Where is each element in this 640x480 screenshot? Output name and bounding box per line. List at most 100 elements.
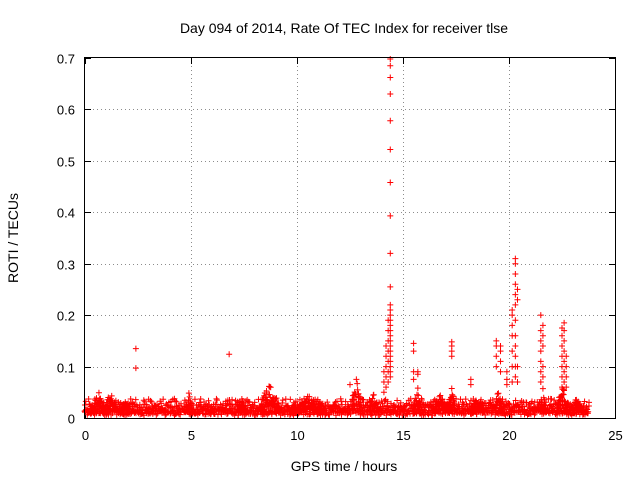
data-point bbox=[512, 301, 519, 308]
data-point bbox=[509, 379, 516, 385]
data-point bbox=[385, 337, 392, 344]
x-tick-label: 25 bbox=[608, 428, 622, 443]
data-point bbox=[528, 398, 535, 405]
data-point bbox=[263, 388, 270, 395]
grid-lines bbox=[85, 58, 615, 418]
data-point bbox=[380, 379, 387, 385]
data-point bbox=[287, 396, 294, 403]
data-point bbox=[448, 404, 455, 411]
data-point bbox=[347, 381, 353, 388]
plot-frame bbox=[84, 57, 616, 419]
data-point bbox=[242, 398, 249, 405]
data-point bbox=[160, 396, 167, 403]
data-point bbox=[413, 391, 420, 398]
data-point bbox=[360, 396, 367, 403]
data-point bbox=[497, 348, 504, 355]
data-point bbox=[383, 343, 390, 349]
data-point bbox=[372, 400, 379, 407]
data-point bbox=[497, 343, 504, 349]
data-point bbox=[237, 409, 244, 416]
y-axis-ticks: 0 0.1 0.2 0.3 0.4 0.5 0.6 0.7 bbox=[57, 52, 615, 427]
data-point bbox=[367, 408, 374, 415]
data-point bbox=[387, 332, 394, 339]
data-point bbox=[512, 281, 519, 288]
data-point bbox=[238, 396, 245, 403]
data-point bbox=[387, 283, 394, 290]
data-point bbox=[126, 410, 133, 417]
data-point bbox=[539, 373, 546, 380]
data-point bbox=[557, 405, 564, 412]
data-point bbox=[411, 402, 418, 409]
data-point bbox=[143, 401, 150, 408]
data-point bbox=[512, 332, 519, 339]
data-point bbox=[563, 363, 570, 370]
data-point bbox=[383, 363, 390, 370]
data-point bbox=[451, 400, 458, 407]
data-point bbox=[369, 395, 376, 402]
data-point bbox=[467, 381, 474, 388]
data-point bbox=[415, 392, 422, 399]
x-tick-label: 15 bbox=[396, 428, 410, 443]
data-point bbox=[387, 307, 394, 313]
data-point bbox=[514, 379, 521, 385]
data-point bbox=[387, 301, 394, 308]
data-point bbox=[356, 394, 363, 401]
data-point bbox=[512, 343, 519, 349]
data-point bbox=[353, 376, 360, 383]
data-point bbox=[561, 358, 568, 365]
data-point bbox=[338, 411, 345, 418]
data-point bbox=[385, 327, 392, 334]
data-point bbox=[387, 56, 394, 63]
data-point bbox=[561, 379, 568, 385]
data-point bbox=[489, 397, 496, 404]
data-point bbox=[147, 397, 154, 404]
data-point bbox=[512, 271, 519, 277]
data-point bbox=[580, 411, 587, 418]
data-point bbox=[374, 407, 381, 414]
y-tick-label: 0.2 bbox=[57, 309, 75, 324]
data-point bbox=[539, 322, 546, 329]
data-point bbox=[342, 398, 349, 405]
data-point bbox=[537, 337, 544, 344]
data-point bbox=[349, 402, 356, 409]
data-point bbox=[448, 353, 455, 360]
data-point bbox=[273, 395, 280, 402]
data-point bbox=[460, 411, 467, 418]
data-point bbox=[539, 363, 546, 370]
data-point bbox=[503, 376, 510, 383]
data-point bbox=[551, 397, 558, 404]
data-point bbox=[457, 396, 464, 403]
data-point bbox=[306, 393, 313, 400]
y-tick-label: 0.1 bbox=[57, 361, 75, 376]
data-point bbox=[539, 332, 546, 339]
data-point bbox=[512, 260, 519, 267]
data-point bbox=[497, 399, 504, 406]
data-point bbox=[295, 408, 302, 415]
data-point bbox=[197, 395, 204, 402]
data-point bbox=[191, 396, 198, 403]
data-point bbox=[563, 384, 570, 391]
data-point bbox=[559, 332, 565, 339]
data-point bbox=[558, 405, 565, 412]
data-point bbox=[229, 396, 236, 403]
data-point bbox=[537, 358, 544, 365]
data-point bbox=[500, 410, 507, 417]
data-point bbox=[514, 286, 521, 293]
data-point bbox=[407, 395, 414, 402]
data-point bbox=[226, 351, 233, 358]
data-point bbox=[541, 399, 548, 406]
data-point bbox=[571, 410, 578, 417]
data-point bbox=[106, 407, 113, 414]
data-point bbox=[509, 348, 516, 355]
data-point bbox=[324, 399, 331, 406]
data-point bbox=[213, 395, 220, 402]
data-point bbox=[127, 396, 134, 403]
data-point bbox=[527, 411, 534, 418]
data-point bbox=[497, 368, 504, 375]
x-axis-ticks: 0 5 10 15 20 25 bbox=[82, 58, 623, 443]
data-point bbox=[178, 400, 185, 407]
data-point bbox=[387, 62, 394, 69]
data-point bbox=[387, 91, 394, 97]
data-point bbox=[251, 399, 258, 406]
